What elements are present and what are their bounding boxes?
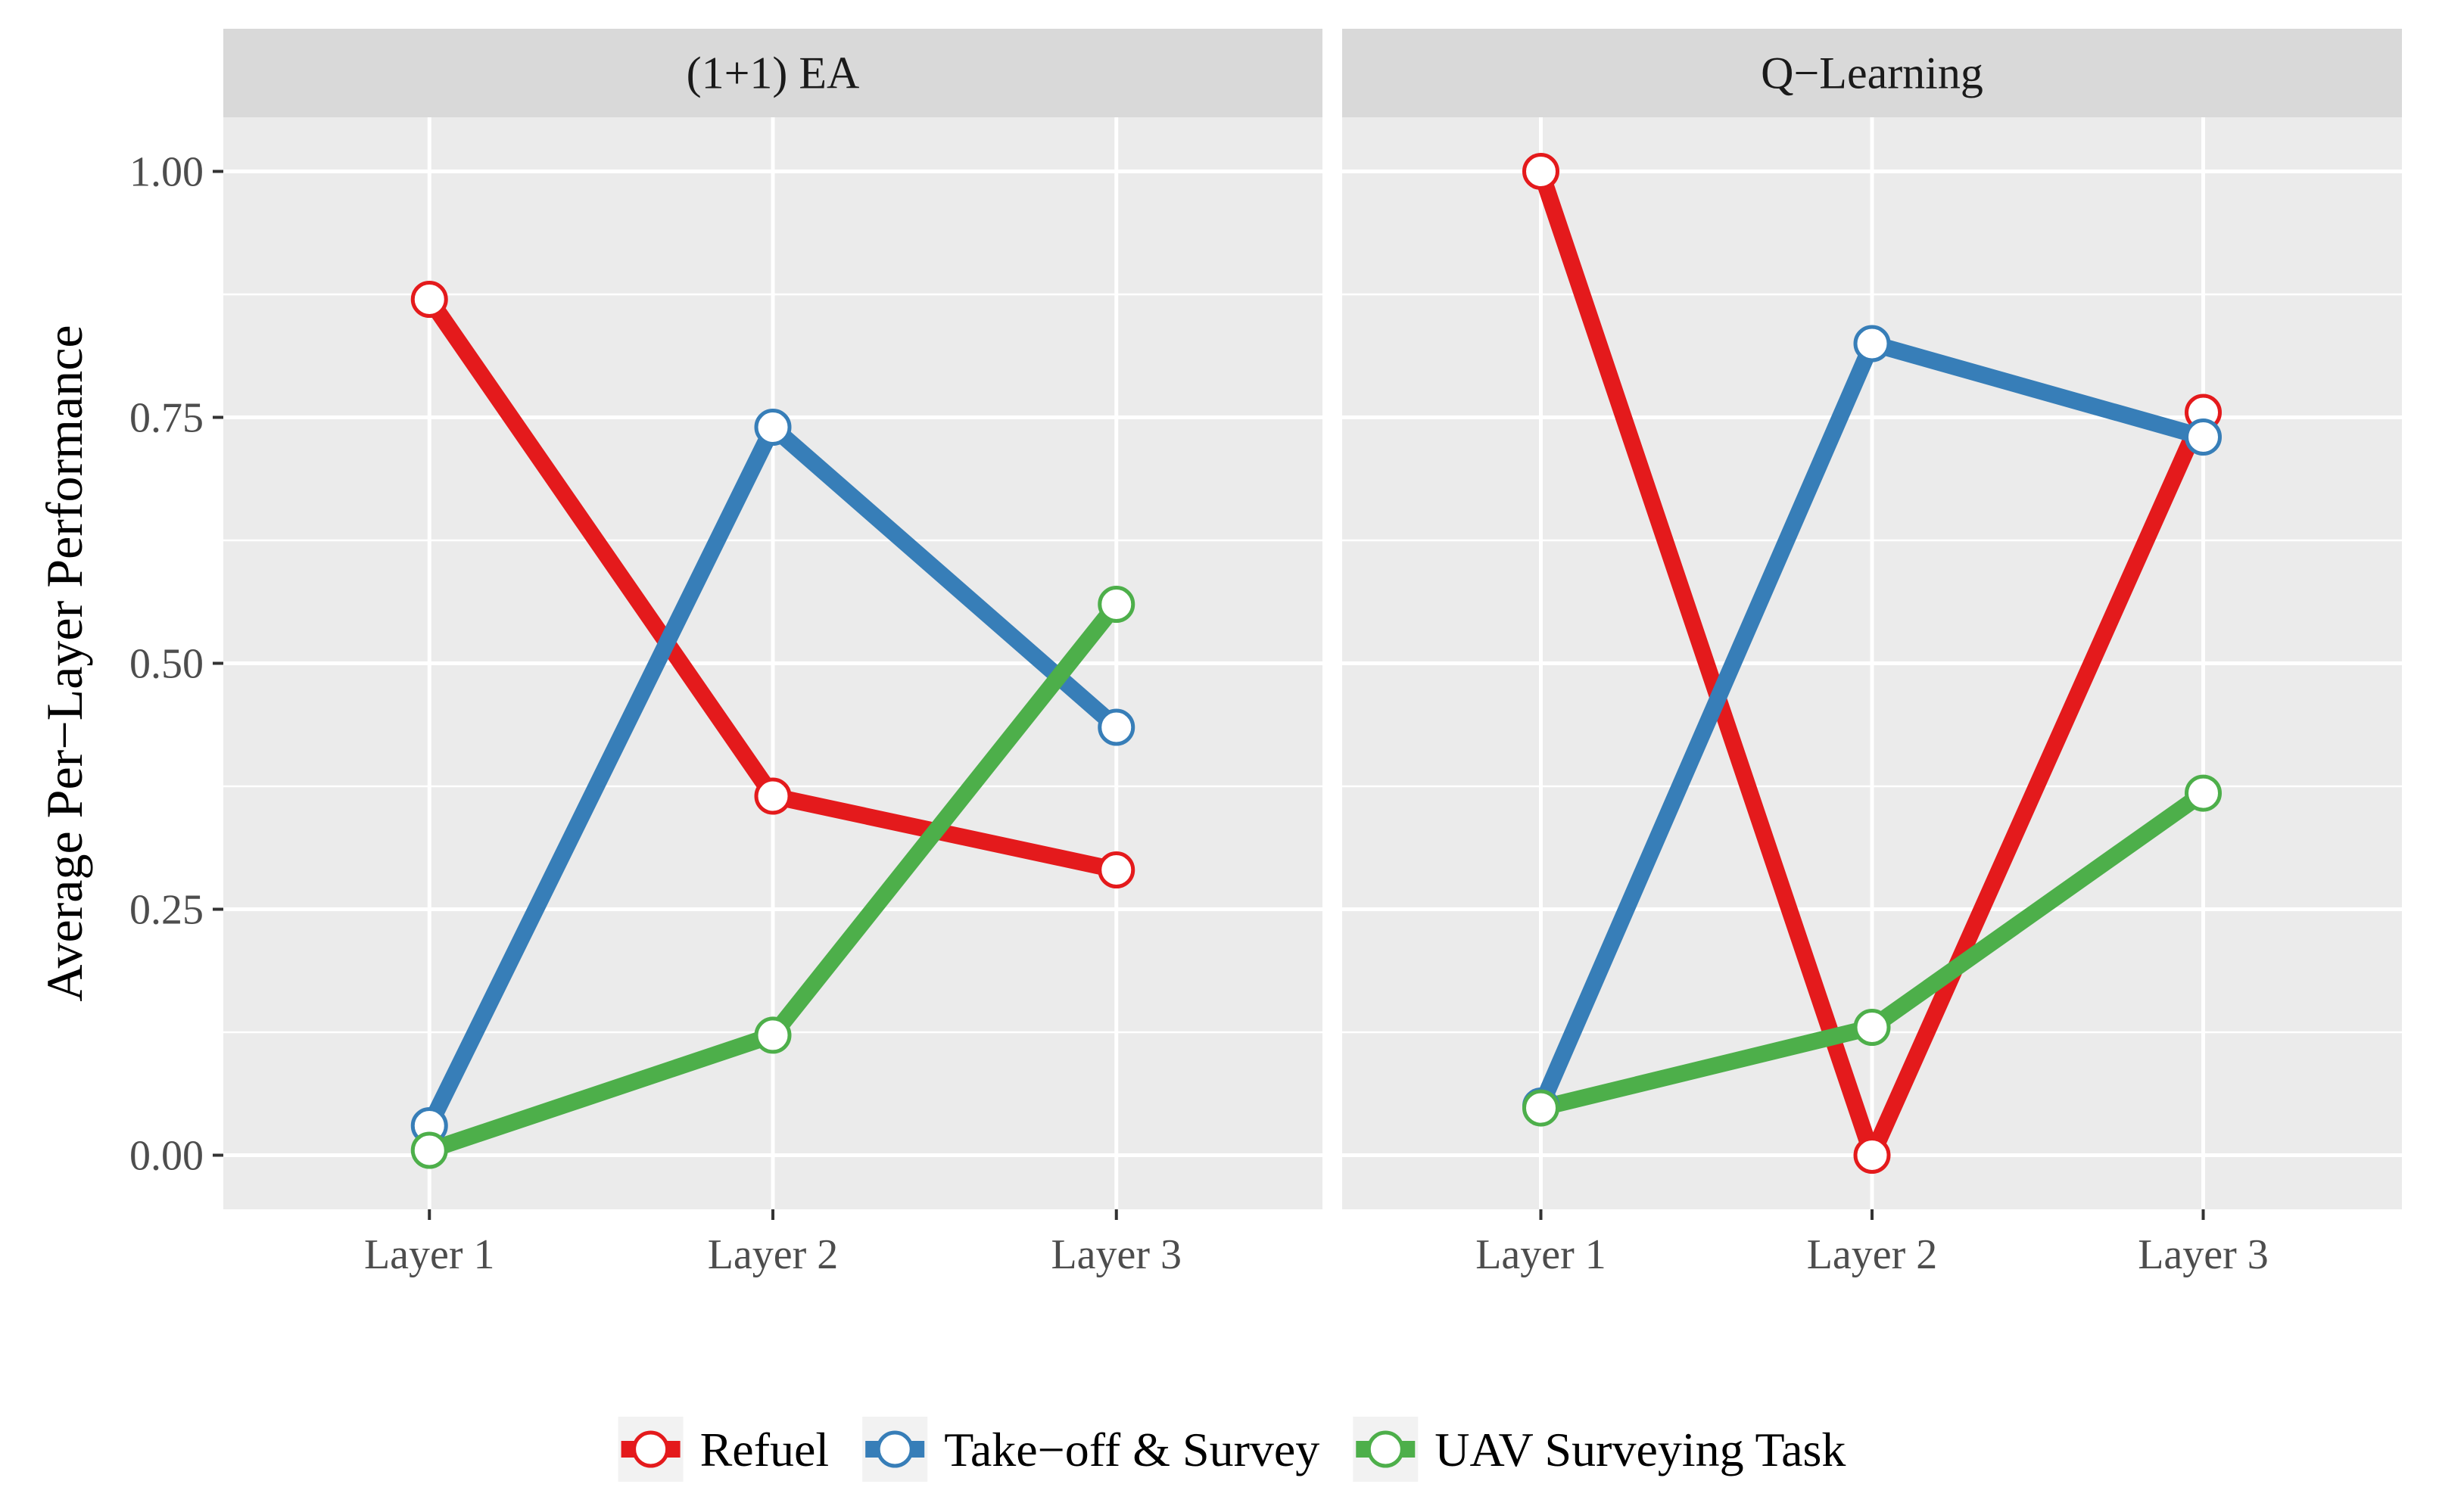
y-tick-label: 0.00 (129, 1133, 204, 1180)
data-point-take-off-survey (754, 409, 792, 446)
data-point-refuel (754, 777, 792, 815)
y-tick-label: 1.00 (129, 149, 204, 196)
legend: Refuel Take−off & Survey UAV Surveying Tas… (618, 1417, 1846, 1482)
y-tick-label: 0.75 (129, 395, 204, 442)
data-point-uav-surveying-task (410, 1131, 448, 1169)
facet-strip (1342, 29, 2402, 117)
data-point-uav-surveying-task (1522, 1089, 1559, 1127)
data-point-take-off-survey (2185, 418, 2222, 456)
legend-key-point (876, 1430, 914, 1468)
data-point-uav-surveying-task (1098, 586, 1135, 623)
data-point-uav-surveying-task (1853, 1009, 1891, 1046)
data-point-refuel (410, 281, 448, 318)
x-tick-label: Layer 2 (1807, 1231, 1938, 1278)
y-tick-label: 0.25 (129, 887, 204, 934)
facet-strip (223, 29, 1322, 117)
legend-key-point (632, 1430, 670, 1468)
legend-label: Take−off & Survey (944, 1423, 1319, 1476)
y-axis-title: Average Per−Layer Performance (36, 325, 93, 1001)
data-point-take-off-survey (1853, 325, 1891, 362)
facet-title: (1+1) EA (687, 48, 860, 98)
panel-q-learning: Q−Learning Layer 1 Layer 2 Layer 3 (1342, 29, 2402, 1278)
x-tick-label: Layer 3 (2138, 1231, 2269, 1278)
data-point-refuel (1853, 1137, 1891, 1174)
x-tick-label: Layer 3 (1051, 1231, 1182, 1278)
x-tick-label: Layer 2 (708, 1231, 839, 1278)
data-point-take-off-survey (1098, 708, 1135, 746)
legend-key-point (1366, 1430, 1404, 1468)
data-point-uav-surveying-task (754, 1016, 792, 1054)
data-point-refuel (1098, 851, 1135, 888)
data-point-refuel (1522, 153, 1559, 190)
x-tick-label: Layer 1 (1475, 1231, 1606, 1278)
data-point-uav-surveying-task (2185, 774, 2222, 812)
legend-label: UAV Surveying Task (1434, 1423, 1846, 1476)
panel-1-1-ea: (1+1) EA Layer 1 Layer 2 Layer 3 (223, 29, 1322, 1278)
x-tick-label: Layer 1 (364, 1231, 495, 1278)
y-tick-label: 0.50 (129, 641, 204, 688)
facet-title: Q−Learning (1761, 48, 1983, 98)
legend-label: Refuel (700, 1423, 830, 1476)
